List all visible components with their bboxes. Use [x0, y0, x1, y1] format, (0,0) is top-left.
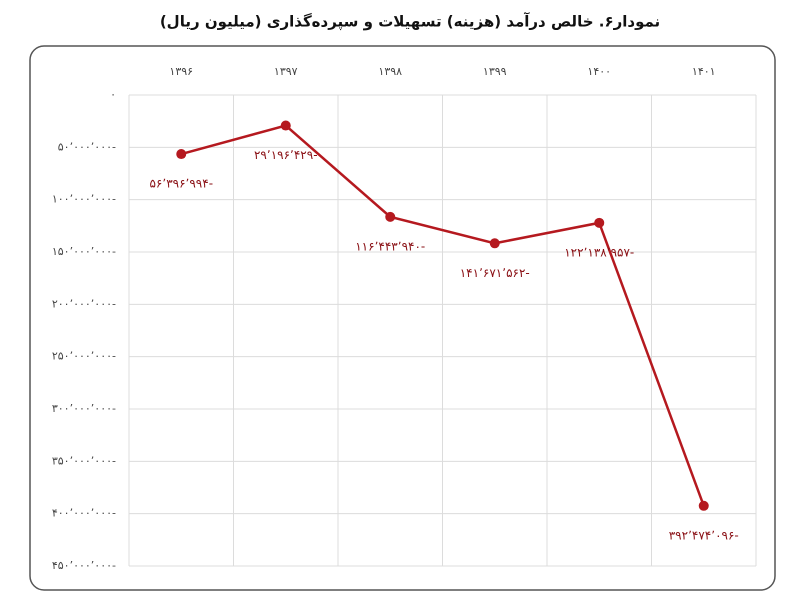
data-point: [594, 217, 605, 228]
x-tick-label: ۱۴۰۱: [692, 65, 716, 78]
data-point: [489, 238, 500, 249]
x-tick-label: ۱۳۹۶: [169, 65, 193, 78]
y-tick-label: ۳۰۰٬۰۰۰٬۰۰۰-: [52, 402, 116, 415]
data-point: [280, 120, 291, 131]
y-tick-label: ۱۰۰٬۰۰۰٬۰۰۰-: [52, 193, 116, 206]
y-tick-label: ۳۵۰٬۰۰۰٬۰۰۰-: [52, 454, 116, 467]
x-tick-label: ۱۳۹۷: [274, 65, 298, 78]
data-label: ۲۹٬۱۹۶٬۴۲۹-: [254, 148, 318, 162]
y-tick-label: ۰: [110, 88, 116, 101]
data-point: [176, 149, 187, 160]
chart-frame: [29, 45, 776, 591]
y-tick-label: ۴۰۰٬۰۰۰٬۰۰۰-: [52, 507, 116, 520]
chart-title: نمودار۶. خالص درآمد (هزینه) تسهیلات و سپ…: [160, 13, 660, 32]
y-tick-label: ۱۵۰٬۰۰۰٬۰۰۰-: [52, 245, 116, 258]
data-label: ۵۶٬۳۹۶٬۹۹۴-: [149, 177, 213, 191]
data-label: ۳۹۲٬۴۷۴٬۰۹۶-: [669, 528, 739, 542]
y-tick-label: ۴۵۰٬۰۰۰٬۰۰۰-: [52, 559, 116, 572]
data-label: ۱۲۲٬۱۳۸٬۹۵۷-: [564, 245, 634, 259]
y-tick-label: ۲۵۰٬۰۰۰٬۰۰۰-: [52, 350, 116, 363]
x-tick-label: ۱۴۰۰: [587, 65, 611, 78]
data-point: [698, 500, 709, 511]
data-point: [385, 211, 396, 222]
y-tick-label: ۵۰٬۰۰۰٬۰۰۰-: [58, 140, 116, 153]
data-label: ۱۴۱٬۶۷۱٬۵۶۲-: [460, 266, 530, 280]
x-tick-label: ۱۳۹۸: [378, 65, 402, 78]
data-label: ۱۱۶٬۴۴۳٬۹۴۰-: [355, 239, 425, 253]
x-tick-label: ۱۳۹۹: [483, 65, 507, 78]
y-tick-label: ۲۰۰٬۰۰۰٬۰۰۰-: [52, 297, 116, 310]
line-series: [180, 124, 705, 507]
